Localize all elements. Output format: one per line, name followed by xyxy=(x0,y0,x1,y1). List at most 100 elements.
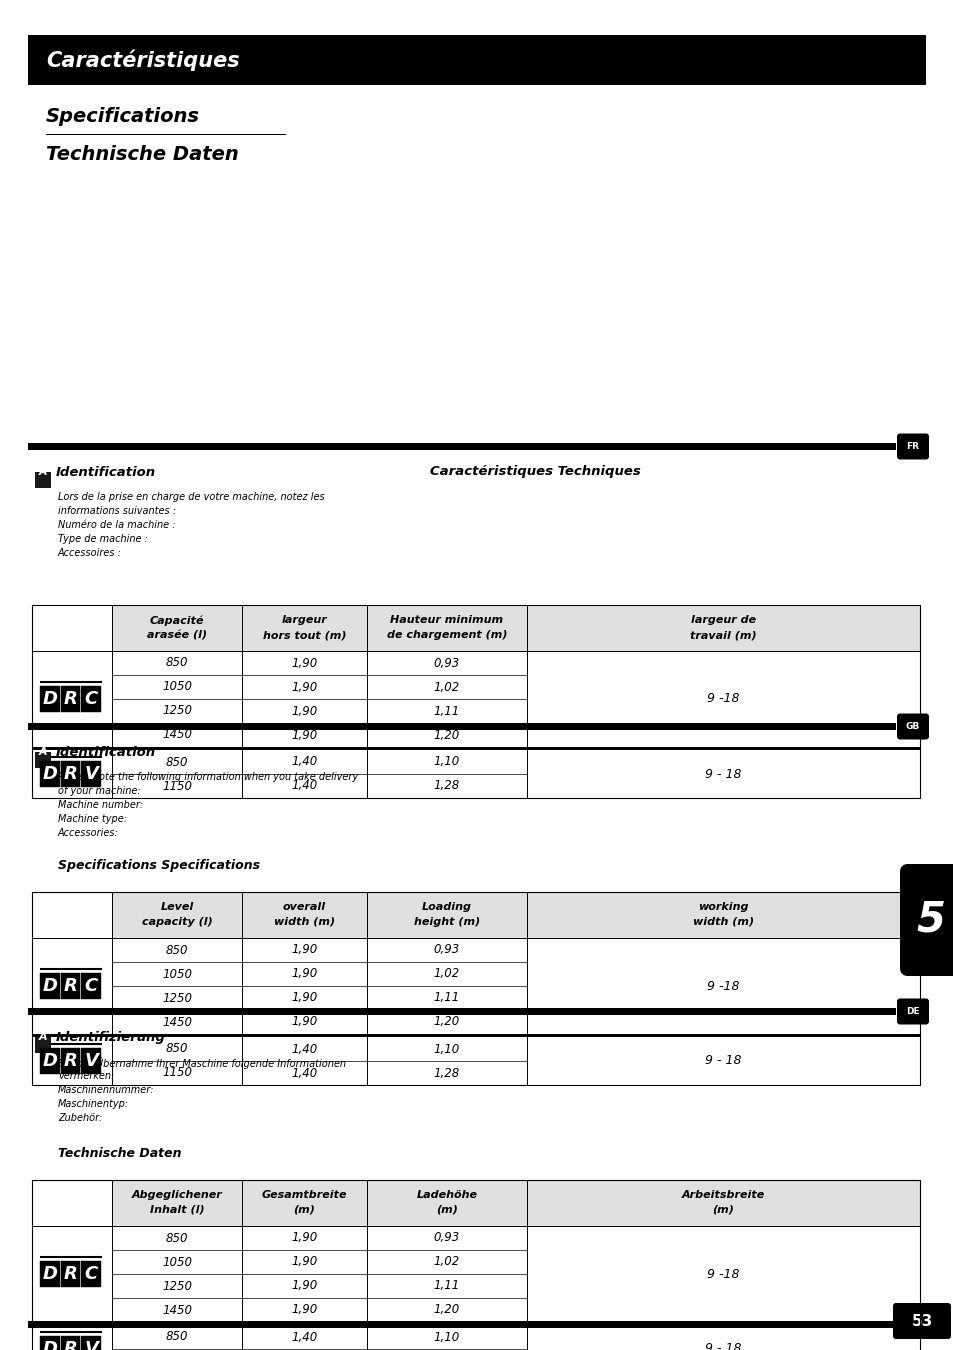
Text: 850: 850 xyxy=(166,756,188,768)
Text: hors tout (m): hors tout (m) xyxy=(262,630,346,640)
Text: Machine type:: Machine type: xyxy=(58,814,127,824)
Bar xyxy=(81,1261,101,1287)
Bar xyxy=(32,1322,919,1324)
Text: 1,40: 1,40 xyxy=(291,1042,317,1056)
Text: (m): (m) xyxy=(712,1206,734,1215)
Text: 1,20: 1,20 xyxy=(434,729,459,741)
Bar xyxy=(40,761,60,787)
Text: Ladehöhe: Ladehöhe xyxy=(416,1189,477,1200)
Text: 9 -18: 9 -18 xyxy=(706,693,739,706)
Text: 5: 5 xyxy=(916,899,944,941)
Text: capacity (l): capacity (l) xyxy=(141,917,213,927)
Bar xyxy=(28,724,895,730)
Text: width (m): width (m) xyxy=(692,917,753,927)
Text: 1,90: 1,90 xyxy=(291,968,317,980)
Text: D: D xyxy=(42,1341,57,1350)
Text: travail (m): travail (m) xyxy=(689,630,756,640)
Text: Arbeitsbreite: Arbeitsbreite xyxy=(681,1189,764,1200)
Text: V: V xyxy=(84,1052,98,1071)
Bar xyxy=(81,761,101,787)
Text: V: V xyxy=(84,765,98,783)
Bar xyxy=(40,973,60,999)
Text: (m): (m) xyxy=(436,1206,457,1215)
Text: C: C xyxy=(85,1265,98,1282)
Text: R: R xyxy=(64,1052,77,1071)
FancyBboxPatch shape xyxy=(896,999,928,1025)
Text: 9 -18: 9 -18 xyxy=(706,1268,739,1281)
Text: 1,90: 1,90 xyxy=(291,729,317,741)
Text: largeur de: largeur de xyxy=(690,616,756,625)
Text: D: D xyxy=(42,690,57,707)
FancyBboxPatch shape xyxy=(899,864,953,976)
Text: Identifizierung: Identifizierung xyxy=(56,1030,166,1044)
Bar xyxy=(32,892,919,1085)
Text: Machine number:: Machine number: xyxy=(58,801,143,810)
Text: 1450: 1450 xyxy=(162,1304,192,1316)
Text: 850: 850 xyxy=(166,944,188,957)
Text: 1150: 1150 xyxy=(162,1066,192,1080)
Text: 1,90: 1,90 xyxy=(291,1015,317,1029)
Text: 1,90: 1,90 xyxy=(291,1256,317,1269)
Text: FR: FR xyxy=(905,441,919,451)
Bar xyxy=(28,443,895,450)
Bar xyxy=(112,892,919,938)
Text: 1,40: 1,40 xyxy=(291,779,317,792)
Bar xyxy=(28,1322,895,1328)
Text: 1450: 1450 xyxy=(162,729,192,741)
Text: 1,11: 1,11 xyxy=(434,1280,459,1292)
Bar xyxy=(28,1008,895,1015)
Bar xyxy=(40,1048,60,1075)
Bar xyxy=(32,747,919,751)
Bar xyxy=(32,1034,919,1037)
Text: 9 -18: 9 -18 xyxy=(706,980,739,992)
Text: R: R xyxy=(64,1341,77,1350)
Text: 850: 850 xyxy=(166,1042,188,1056)
Text: 1,90: 1,90 xyxy=(291,1280,317,1292)
Text: Specifications: Specifications xyxy=(46,107,200,126)
Text: Caractéristiques Techniques: Caractéristiques Techniques xyxy=(430,466,640,478)
Text: de chargement (m): de chargement (m) xyxy=(386,630,507,640)
Text: 9 - 18: 9 - 18 xyxy=(704,1054,741,1068)
Text: Capacité: Capacité xyxy=(150,616,204,625)
Text: 1250: 1250 xyxy=(162,991,192,1004)
Bar xyxy=(81,1048,101,1075)
Text: R: R xyxy=(64,977,77,995)
Text: 1,20: 1,20 xyxy=(434,1015,459,1029)
Text: working: working xyxy=(698,902,748,913)
Text: 0,93: 0,93 xyxy=(434,1231,459,1245)
Text: 1,40: 1,40 xyxy=(291,1331,317,1343)
Text: 1,10: 1,10 xyxy=(434,1042,459,1056)
Text: 1,02: 1,02 xyxy=(434,1256,459,1269)
Text: 1,90: 1,90 xyxy=(291,991,317,1004)
Bar xyxy=(40,1261,60,1287)
Text: Identification: Identification xyxy=(56,745,156,759)
Text: 1,10: 1,10 xyxy=(434,756,459,768)
Text: Maschinennummer:: Maschinennummer: xyxy=(58,1085,154,1095)
Text: 1,11: 1,11 xyxy=(434,705,459,717)
Text: Hauteur minimum: Hauteur minimum xyxy=(390,616,503,625)
Text: 1,28: 1,28 xyxy=(434,1066,459,1080)
Text: Identification: Identification xyxy=(56,466,156,478)
Text: R: R xyxy=(64,1265,77,1282)
Text: 1,90: 1,90 xyxy=(291,1231,317,1245)
Bar xyxy=(40,686,60,711)
Bar xyxy=(61,1336,80,1350)
Text: 0,93: 0,93 xyxy=(434,944,459,957)
Text: 1,11: 1,11 xyxy=(434,991,459,1004)
Text: 1450: 1450 xyxy=(162,1015,192,1029)
Text: GB: GB xyxy=(905,722,919,730)
Bar xyxy=(81,973,101,999)
Text: V: V xyxy=(84,1341,98,1350)
Text: D: D xyxy=(42,1265,57,1282)
Bar xyxy=(61,1261,80,1287)
Bar xyxy=(61,761,80,787)
Text: Bei der Übernahme Ihrer Maschine folgende Informationen: Bei der Übernahme Ihrer Maschine folgend… xyxy=(58,1057,346,1069)
Text: Inhalt (l): Inhalt (l) xyxy=(150,1206,204,1215)
Text: arasée (l): arasée (l) xyxy=(147,630,207,640)
Text: informations suivantes :: informations suivantes : xyxy=(58,506,175,516)
Text: height (m): height (m) xyxy=(414,917,479,927)
Text: D: D xyxy=(42,765,57,783)
Text: A: A xyxy=(39,747,48,757)
Text: Type de machine :: Type de machine : xyxy=(58,535,148,544)
Text: 1,90: 1,90 xyxy=(291,1304,317,1316)
